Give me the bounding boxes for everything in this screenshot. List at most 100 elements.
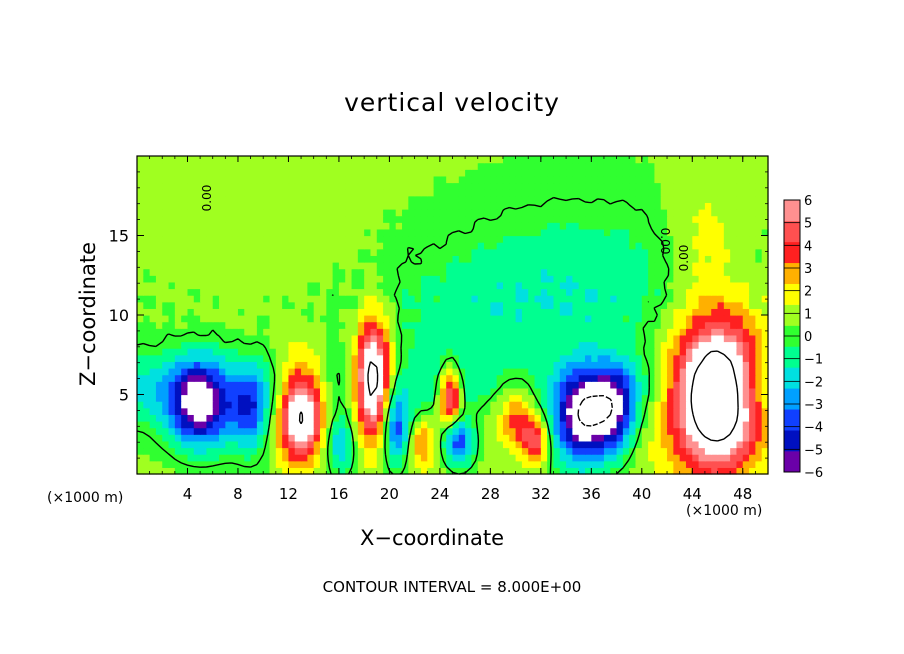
heatmap-cell <box>692 321 700 329</box>
heatmap-cell <box>326 348 334 356</box>
heatmap-cell <box>502 268 510 276</box>
heatmap-cell <box>679 235 687 243</box>
heatmap-cell <box>629 242 637 250</box>
heatmap-cell <box>578 394 586 402</box>
heatmap-cell <box>155 202 163 210</box>
heatmap-cell <box>641 222 649 230</box>
heatmap-cell <box>496 460 504 468</box>
heatmap-cell <box>383 156 390 164</box>
heatmap-cell <box>263 401 271 409</box>
heatmap-cell <box>326 175 334 184</box>
heatmap-cell <box>313 434 321 442</box>
heatmap-cell <box>427 308 435 316</box>
heatmap-cell <box>212 368 220 376</box>
heatmap-cell <box>484 421 491 429</box>
heatmap-cell <box>282 434 290 442</box>
heatmap-cell <box>263 341 271 349</box>
heatmap-cell <box>711 401 719 409</box>
heatmap-cell <box>269 454 277 462</box>
heatmap-cell <box>667 354 674 362</box>
x-tick-label: 4 <box>183 485 193 503</box>
heatmap-cell <box>452 341 460 349</box>
heatmap-cell <box>376 427 384 435</box>
heatmap-cell <box>610 268 618 276</box>
heatmap-cell <box>383 281 390 290</box>
heatmap-cell <box>338 175 346 184</box>
heatmap-cell <box>730 414 738 422</box>
heatmap-cell <box>679 295 687 303</box>
heatmap-cell <box>490 334 498 343</box>
heatmap-cell <box>553 440 561 449</box>
heatmap-cell <box>477 262 485 270</box>
heatmap-cell <box>155 162 163 170</box>
heatmap-cell <box>364 387 372 396</box>
heatmap-cell <box>433 175 441 184</box>
heatmap-cell <box>742 268 750 276</box>
heatmap-cell <box>704 175 712 184</box>
heatmap-cell <box>200 255 208 263</box>
heatmap-cell <box>181 368 189 376</box>
heatmap-cell <box>629 460 637 468</box>
heatmap-cell <box>143 414 151 422</box>
heatmap-cell <box>181 288 189 296</box>
heatmap-cell <box>307 341 315 349</box>
heatmap-cell <box>282 175 290 184</box>
heatmap-cell <box>439 209 447 217</box>
heatmap-cell <box>256 308 264 316</box>
heatmap-cell <box>591 328 599 336</box>
heatmap-cell <box>692 460 700 468</box>
heatmap-cell <box>502 447 510 455</box>
heatmap-cell <box>465 361 473 369</box>
heatmap-cell <box>572 447 580 455</box>
heatmap-cell <box>566 202 573 210</box>
heatmap-cell <box>193 202 201 210</box>
heatmap-cell <box>193 189 201 197</box>
heatmap-cell <box>250 454 258 462</box>
heatmap-cell <box>515 162 523 170</box>
heatmap-cell <box>667 321 674 329</box>
heatmap-cell <box>263 308 271 316</box>
heatmap-cell <box>187 169 195 177</box>
heatmap-cell <box>332 255 340 263</box>
heatmap-cell <box>345 215 353 223</box>
heatmap-cell <box>559 301 567 309</box>
heatmap-cell <box>137 301 144 309</box>
heatmap-cell <box>730 334 738 343</box>
heatmap-cell <box>269 288 277 296</box>
heatmap-cell <box>357 374 365 382</box>
heatmap-cell <box>502 182 510 190</box>
heatmap-cell <box>439 202 447 210</box>
heatmap-cell <box>206 447 214 455</box>
heatmap-cell <box>137 421 144 429</box>
heatmap-cell <box>326 315 334 323</box>
heatmap-cell <box>174 202 182 210</box>
heatmap-cell <box>629 414 637 422</box>
heatmap-cell <box>667 427 674 435</box>
heatmap-cell <box>591 368 599 376</box>
heatmap-cell <box>212 414 220 422</box>
contour-negative <box>577 395 613 427</box>
heatmap-cell <box>408 189 416 197</box>
heatmap-cell <box>389 454 397 462</box>
heatmap-cell <box>465 162 473 170</box>
heatmap-cell <box>395 242 403 250</box>
heatmap-cell <box>452 262 460 270</box>
heatmap-cell <box>376 467 384 475</box>
heatmap-cell <box>585 235 592 243</box>
heatmap-cell <box>439 162 447 170</box>
heatmap-cell <box>641 182 649 190</box>
heatmap-cell <box>471 215 479 223</box>
heatmap-cell <box>370 447 378 455</box>
heatmap-cell <box>288 454 296 462</box>
heatmap-cell <box>730 394 738 402</box>
heatmap-cell <box>597 341 605 349</box>
heatmap-cell <box>181 156 189 164</box>
heatmap-cell <box>679 368 687 376</box>
heatmap-cell <box>540 262 548 270</box>
heatmap-cell <box>711 301 719 309</box>
heatmap-cell <box>357 182 365 190</box>
heatmap-cell <box>761 460 769 468</box>
heatmap-cell <box>402 248 409 256</box>
heatmap-cell <box>736 348 744 356</box>
heatmap-cell <box>313 255 321 263</box>
